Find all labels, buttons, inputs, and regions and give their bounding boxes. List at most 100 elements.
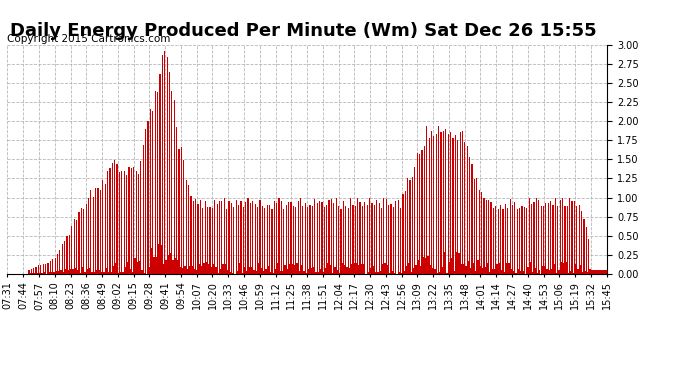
Bar (71, 226, 72, 274)
Bar (270, 272, 271, 274)
Bar (194, 269, 195, 274)
Bar (58, 272, 59, 274)
Bar (513, 271, 514, 274)
Bar (469, 157, 470, 274)
Bar (546, 269, 548, 274)
Bar (361, 264, 362, 274)
Bar (551, 269, 553, 274)
Bar (374, 205, 375, 274)
Bar (255, 204, 256, 274)
Bar (576, 206, 578, 274)
Bar (213, 264, 214, 274)
Bar (529, 198, 530, 274)
Bar (288, 202, 289, 274)
Bar (446, 273, 448, 274)
Bar (52, 259, 53, 274)
Bar (204, 263, 205, 274)
Bar (458, 253, 460, 274)
Bar (339, 273, 340, 274)
Bar (580, 265, 581, 274)
Bar (324, 207, 325, 274)
Text: Power Produced (watts/minute): Power Produced (watts/minute) (480, 27, 687, 40)
Bar (50, 261, 51, 274)
Bar (568, 273, 569, 274)
Bar (263, 271, 264, 274)
Bar (232, 273, 233, 274)
Bar (159, 75, 161, 274)
Bar (90, 190, 92, 274)
Bar (192, 266, 193, 274)
Bar (583, 219, 584, 274)
Bar (307, 207, 308, 274)
Bar (563, 263, 564, 274)
Bar (594, 270, 595, 274)
Bar (527, 267, 529, 274)
Bar (463, 264, 464, 274)
Bar (397, 200, 399, 274)
Bar (489, 272, 491, 274)
Bar (460, 132, 461, 274)
Bar (151, 248, 152, 274)
Bar (119, 172, 120, 274)
Bar (473, 263, 474, 274)
Bar (584, 271, 586, 274)
Bar (205, 201, 206, 274)
Bar (443, 131, 444, 274)
Bar (362, 206, 363, 274)
Bar (327, 263, 328, 274)
Bar (494, 269, 495, 274)
Bar (99, 270, 100, 274)
Bar (480, 266, 481, 274)
Bar (170, 253, 171, 274)
Bar (131, 168, 132, 274)
Bar (338, 206, 339, 274)
Bar (243, 207, 244, 274)
Bar (55, 258, 56, 274)
Bar (141, 270, 143, 274)
Bar (45, 264, 46, 274)
Bar (126, 176, 127, 274)
Bar (61, 244, 63, 274)
Bar (455, 135, 456, 274)
Bar (562, 198, 563, 274)
Bar (535, 198, 537, 274)
Bar (570, 271, 571, 274)
Bar (210, 267, 212, 274)
Bar (477, 260, 479, 274)
Bar (158, 243, 159, 274)
Bar (438, 126, 440, 274)
Bar (413, 268, 414, 274)
Bar (171, 91, 172, 274)
Bar (543, 206, 544, 274)
Bar (310, 268, 312, 274)
Bar (70, 269, 71, 274)
Bar (499, 263, 500, 274)
Bar (155, 91, 156, 274)
Bar (161, 55, 163, 274)
Bar (301, 266, 302, 274)
Bar (500, 205, 501, 274)
Bar (366, 205, 368, 274)
Bar (297, 201, 299, 274)
Bar (555, 198, 556, 274)
Bar (172, 260, 174, 274)
Bar (402, 194, 404, 274)
Bar (468, 261, 469, 274)
Bar (394, 273, 395, 274)
Bar (137, 262, 138, 274)
Bar (121, 171, 122, 274)
Bar (505, 204, 506, 274)
Bar (488, 200, 489, 274)
Bar (182, 268, 183, 274)
Bar (48, 272, 50, 274)
Bar (491, 202, 492, 274)
Bar (112, 163, 113, 274)
Bar (81, 208, 82, 274)
Bar (246, 271, 248, 274)
Bar (592, 270, 593, 274)
Bar (277, 264, 279, 274)
Bar (428, 138, 430, 274)
Bar (271, 209, 273, 274)
Bar (44, 272, 45, 274)
Bar (309, 205, 310, 274)
